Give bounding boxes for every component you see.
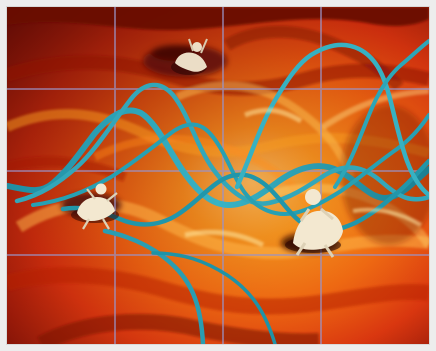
figure-top xyxy=(171,38,208,75)
teal-waves xyxy=(7,39,429,344)
figure-left xyxy=(71,183,119,230)
painting xyxy=(7,7,429,344)
brush-strokes xyxy=(7,7,429,344)
figure-right xyxy=(285,189,343,258)
painting-canvas xyxy=(7,7,429,344)
highlights xyxy=(184,107,423,248)
